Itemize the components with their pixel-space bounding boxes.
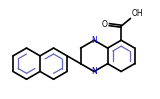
Text: OH: OH	[131, 9, 143, 18]
Text: N: N	[91, 36, 97, 45]
Text: N: N	[91, 67, 97, 76]
Text: O: O	[102, 20, 108, 29]
